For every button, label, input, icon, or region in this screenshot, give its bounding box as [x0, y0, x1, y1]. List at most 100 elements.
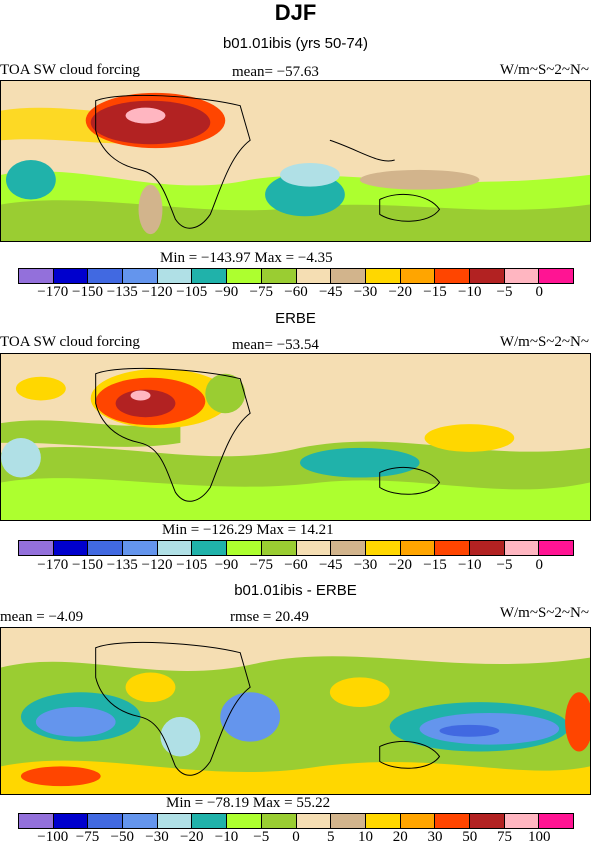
- colorbar-tick-label: −135: [106, 557, 138, 573]
- colorbar-swatch: [192, 541, 228, 555]
- colorbar-swatch: [331, 269, 366, 283]
- colorbar-swatch: [157, 269, 193, 283]
- colorbar-tick-label: 0: [535, 557, 544, 573]
- panel1-colorbar-ticks: −170 −150 −135 −120 −105 −90 −75 −60 −45 −30 −20 −1…: [18, 284, 574, 302]
- colorbar-swatch: [157, 814, 193, 828]
- colorbar-swatch: [227, 269, 262, 283]
- colorbar-tick-label: −170: [37, 557, 69, 573]
- colorbar-tick-label: −15: [423, 284, 447, 300]
- colorbar-swatch: [53, 541, 89, 555]
- colorbar-tick-label: 10: [358, 829, 373, 845]
- panel2-mean-label: mean= −53.54: [232, 337, 319, 353]
- colorbar-tick-label: −10: [458, 557, 482, 573]
- colorbar-swatch: [227, 814, 262, 828]
- colorbar-swatch: [331, 814, 366, 828]
- colorbar-swatch: [469, 541, 505, 555]
- colorbar-swatch: [435, 269, 470, 283]
- colorbar-swatch: [53, 269, 89, 283]
- colorbar-tick-label: −150: [72, 284, 103, 300]
- colorbar-swatch: [123, 269, 158, 283]
- panel1-mean-label: mean= −57.63: [232, 64, 319, 80]
- colorbar-swatch: [539, 541, 573, 555]
- colorbar-tick-label: 0: [535, 284, 544, 300]
- panel1-left-label: TOA SW cloud forcing: [0, 62, 140, 78]
- colorbar-tick-label: −170: [37, 284, 69, 300]
- colorbar-tick-label: −45: [319, 557, 343, 573]
- colorbar-swatch: [400, 814, 436, 828]
- colorbar-swatch: [469, 814, 505, 828]
- colorbar-swatch: [157, 541, 193, 555]
- panel3-units-label: W/m~S~2~N~: [499, 605, 589, 621]
- panel2-colorbar: [18, 540, 574, 556]
- colorbar-tick-label: −120: [141, 284, 173, 300]
- colorbar-tick-label: 20: [392, 829, 408, 845]
- colorbar-tick-label: −10: [458, 284, 482, 300]
- panel1-map: [0, 80, 591, 242]
- panel1-colorbar: [18, 268, 574, 284]
- colorbar-tick-label: −105: [176, 557, 208, 573]
- colorbar-swatch: [296, 814, 332, 828]
- colorbar-tick-label: −5: [253, 829, 270, 845]
- panel2-title: ERBE: [275, 310, 316, 327]
- colorbar-swatch: [123, 541, 158, 555]
- colorbar-tick-label: −30: [353, 284, 378, 300]
- colorbar-swatch: [296, 269, 332, 283]
- colorbar-swatch: [539, 269, 573, 283]
- colorbar-tick-label: −150: [72, 557, 103, 573]
- colorbar-tick-label: −15: [423, 557, 447, 573]
- colorbar-tick-label: 50: [462, 829, 478, 845]
- colorbar-swatch: [227, 541, 262, 555]
- colorbar-swatch: [261, 814, 297, 828]
- colorbar-swatch: [435, 814, 470, 828]
- colorbar-tick-label: −120: [141, 557, 173, 573]
- panel2-minmax: Min = −126.29 Max = 14.21: [162, 522, 334, 538]
- colorbar-tick-label: −20: [388, 557, 412, 573]
- panel2-units-label: W/m~S~2~N~: [499, 334, 589, 350]
- colorbar-swatch: [88, 541, 124, 555]
- panel2-map: [0, 353, 591, 521]
- panel3-map: [0, 627, 591, 795]
- colorbar-swatch: [19, 541, 54, 555]
- colorbar-swatch: [261, 269, 297, 283]
- colorbar-swatch: [123, 814, 158, 828]
- colorbar-tick-label: −10: [214, 829, 239, 845]
- colorbar-tick-label: 0: [292, 829, 300, 845]
- colorbar-tick-label: −100: [37, 829, 69, 845]
- colorbar-swatch: [504, 814, 540, 828]
- panel3-colorbar-ticks: −100 −75 −50 −30 −20 −10 −5 0 5 10 20 30 50 75 100: [18, 829, 574, 847]
- colorbar-tick-label: 30: [427, 829, 443, 845]
- colorbar-tick-label: −5: [496, 557, 513, 573]
- colorbar-tick-label: 5: [327, 829, 335, 845]
- colorbar-tick-label: −75: [249, 557, 273, 573]
- colorbar-swatch: [365, 814, 401, 828]
- colorbar-swatch: [19, 814, 54, 828]
- colorbar-swatch: [435, 541, 470, 555]
- colorbar-swatch: [469, 269, 505, 283]
- colorbar-swatch: [400, 541, 436, 555]
- colorbar-tick-label: −90: [214, 284, 239, 300]
- colorbar-tick-label: 100: [528, 829, 551, 845]
- panel3-colorbar: [18, 813, 574, 829]
- colorbar-swatch: [19, 269, 54, 283]
- panel3-mean-label: mean = −4.09: [0, 609, 84, 625]
- colorbar-swatch: [88, 814, 124, 828]
- colorbar-swatch: [331, 541, 366, 555]
- colorbar-swatch: [365, 541, 401, 555]
- panel1-units-label: W/m~S~2~N~: [499, 62, 589, 78]
- panel2-colorbar-ticks: −170 −150 −135 −120 −105 −90 −75 −60 −45 −30 −20 −1…: [18, 557, 574, 575]
- colorbar-tick-label: −20: [388, 284, 412, 300]
- colorbar-tick-label: −30: [145, 829, 169, 845]
- colorbar-swatch: [504, 269, 540, 283]
- colorbar-swatch: [192, 269, 228, 283]
- colorbar-swatch: [88, 269, 124, 283]
- colorbar-tick-label: −45: [319, 284, 343, 300]
- panel2-left-label: TOA SW cloud forcing: [0, 334, 140, 350]
- figure-subtitle: b01.01ibis (yrs 50-74): [222, 35, 369, 52]
- panel3-minmax: Min = −78.19 Max = 55.22: [166, 795, 331, 811]
- colorbar-tick-label: −135: [106, 284, 138, 300]
- colorbar-tick-label: −60: [284, 557, 308, 573]
- colorbar-tick-label: 75: [497, 829, 512, 845]
- colorbar-swatch: [504, 541, 540, 555]
- panel3-title: b01.01ibis - ERBE: [234, 582, 357, 599]
- colorbar-tick-label: −20: [180, 829, 204, 845]
